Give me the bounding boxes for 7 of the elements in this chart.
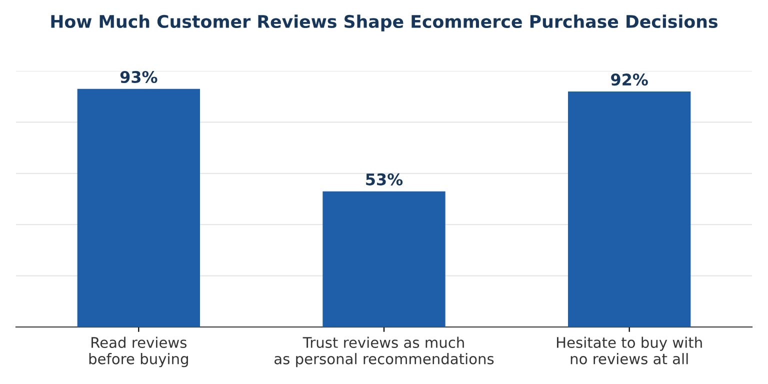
- x-tick-label: Trust reviews as much as personal recommendations: [274, 336, 494, 368]
- chart-title: How Much Customer Reviews Shape Ecommerce Purchase Decisions: [51, 14, 718, 32]
- data-label: 53%: [366, 173, 403, 186]
- x-tick-label: Hesitate to buy with no reviews at all: [556, 336, 702, 364]
- data-label: 92%: [611, 74, 648, 86]
- x-tick-label: Read reviews before buying: [89, 336, 188, 368]
- data-label: 93%: [120, 70, 158, 84]
